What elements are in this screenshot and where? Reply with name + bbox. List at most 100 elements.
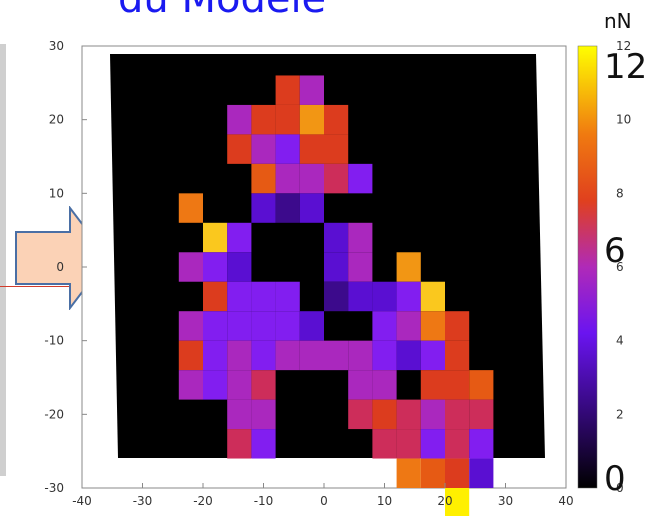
heatmap-cell (324, 252, 349, 282)
colorbar (577, 45, 598, 489)
heatmap-cell (299, 311, 324, 341)
x-tick-label: -40 (72, 494, 92, 508)
heatmap-cell (420, 311, 445, 341)
heatmap-cell (445, 399, 470, 430)
heatmap-cell (420, 399, 445, 430)
heatmap-cell (469, 429, 494, 459)
colorbar-tick-label: 8 (616, 186, 624, 200)
x-tick-label: 30 (498, 494, 513, 508)
heatmap-cell (251, 193, 276, 223)
y-tick-label: 20 (49, 113, 64, 127)
heatmap-cell (178, 340, 203, 371)
heatmap-cell (227, 222, 252, 253)
heatmap-cell (396, 281, 421, 312)
heatmap-cell (203, 311, 228, 341)
heatmap-cell (227, 370, 252, 400)
heatmap-cell (299, 340, 324, 371)
y-tick-label: 30 (49, 39, 64, 53)
y-tick-label: -20 (44, 407, 64, 421)
heatmap-cell (227, 134, 252, 164)
heatmap-cell (275, 104, 300, 135)
heatmap-cell (227, 399, 252, 430)
heatmap-cell (227, 104, 252, 135)
heatmap-cell (348, 252, 373, 282)
x-tick-label: -20 (193, 494, 213, 508)
x-tick-label: -10 (254, 494, 274, 508)
colorbar-annotation-min: 0 (604, 459, 626, 499)
colorbar-tick-label: 0 (616, 481, 624, 495)
heatmap-cell (348, 163, 373, 194)
heatmap-cell (203, 252, 228, 282)
heatmap-cell (420, 340, 445, 371)
red-guide-line (0, 286, 72, 287)
heatmap-cell (396, 429, 421, 459)
heatmap-cell (227, 340, 252, 371)
heatmap-cell (348, 399, 373, 430)
heatmap-cell (299, 163, 324, 194)
x-tick-label: 0 (320, 494, 328, 508)
heatmap-cell (445, 429, 470, 459)
heatmap-cell (275, 340, 300, 371)
x-tick-label: 40 (558, 494, 573, 508)
heatmap-cell (251, 134, 276, 164)
colorbar-tick-label: 4 (616, 334, 624, 348)
heatmap-cell (251, 370, 276, 400)
heatmap-cell (396, 252, 421, 282)
x-tick-label: 20 (437, 494, 452, 508)
heatmap-cell (178, 252, 203, 282)
heatmap-cell (372, 311, 397, 341)
heatmap-cell (324, 104, 349, 135)
heatmap-cell (178, 311, 203, 341)
heatmap-cell (324, 222, 349, 253)
colorbar-tick-label: 12 (616, 39, 631, 53)
heatmap-cell (275, 134, 300, 164)
heatmap-cell (445, 340, 470, 371)
heatmap-cell (251, 399, 276, 430)
heatmap-cell (203, 281, 228, 312)
heatmap-cell (251, 340, 276, 371)
slide-title: du Modèle (118, 0, 326, 22)
heatmap-cell (348, 340, 373, 371)
heatmap-cell (348, 370, 373, 400)
heatmap-cell (348, 222, 373, 253)
heatmap-cell (251, 311, 276, 341)
heatmap-cell (469, 370, 494, 400)
heatmap-cell (396, 458, 421, 488)
heatmap-cell (275, 193, 300, 223)
colorbar-annotation-mid: 6 (604, 231, 626, 271)
heatmap-cell (445, 488, 470, 516)
heatmap-cell (203, 370, 228, 400)
heatmap-cell (445, 370, 470, 400)
heatmap-cell (469, 458, 494, 488)
y-tick-label: -10 (44, 334, 64, 348)
heatmap-cell (299, 193, 324, 223)
heatmap-cell (227, 311, 252, 341)
heatmap-cell (469, 399, 494, 430)
heatmap-cell (227, 281, 252, 312)
heatmap-cell (324, 340, 349, 371)
heatmap-cell (420, 281, 445, 312)
y-tick-label: 0 (56, 260, 64, 274)
x-tick-label: -30 (133, 494, 153, 508)
y-tick-label: 10 (49, 186, 64, 200)
heatmap-cell (445, 311, 470, 341)
colorbar-tick-label: 2 (616, 407, 624, 421)
heatmap-cell (445, 458, 470, 488)
heatmap-cell (420, 458, 445, 488)
heatmap-cell (251, 163, 276, 194)
heatmap-cell (420, 429, 445, 459)
heatmap-cell (372, 281, 397, 312)
heatmap-cell (227, 429, 252, 459)
heatmap-cells (178, 75, 494, 516)
heatmap-cell (372, 429, 397, 459)
heatmap-cell (251, 104, 276, 135)
heatmap-cell (275, 311, 300, 341)
heatmap-cell (178, 193, 203, 223)
x-tick-label: 10 (377, 494, 392, 508)
heatmap-cell (203, 340, 228, 371)
heatmap-cell (299, 75, 324, 105)
left-edge-bar (0, 44, 6, 476)
heatmap-cell (203, 222, 228, 253)
colorbar-tick-label: 10 (616, 113, 631, 127)
